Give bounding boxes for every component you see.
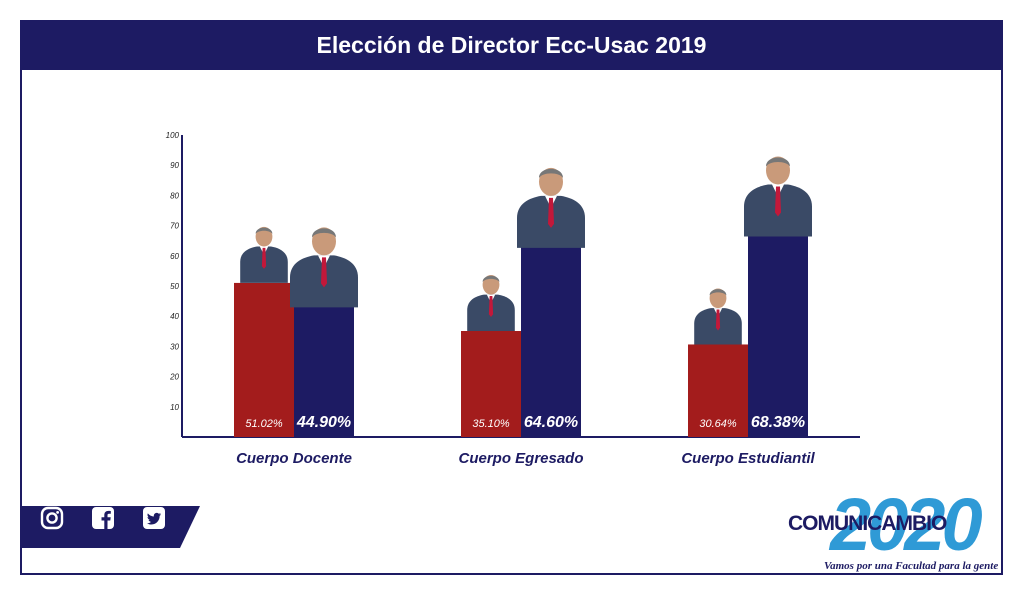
y-tick-label: 80 — [170, 191, 179, 200]
y-tick-label: 40 — [170, 312, 179, 321]
bar — [521, 241, 581, 437]
brand-name-part2: CAMBIO — [867, 512, 947, 535]
y-tick-label: 30 — [170, 342, 179, 351]
brand-slogan: Vamos por una Facultad para la gente — [824, 560, 999, 572]
y-tick-label: 100 — [166, 131, 180, 140]
brand-logo: 2020 COMUNICAMBIO Vamos por una Facultad… — [786, 483, 1006, 583]
y-tick-label: 50 — [170, 282, 179, 291]
x-tick-label: Cuerpo Docente — [236, 450, 352, 467]
chart-frame — [20, 20, 1003, 575]
bar — [234, 282, 294, 437]
data-label: 64.60% — [524, 414, 578, 431]
x-tick-label: Cuerpo Egresado — [458, 450, 583, 467]
bar — [748, 230, 808, 437]
brand-name-part1: COMUNI — [788, 512, 868, 535]
brand-year: 2020 — [830, 483, 983, 566]
data-label: 51.02% — [245, 418, 283, 430]
y-tick-label: 20 — [169, 373, 179, 382]
y-tick-label: 60 — [170, 252, 179, 261]
instagram-icon[interactable] — [40, 506, 64, 530]
candidate-photo-navy — [517, 167, 585, 248]
bar — [294, 301, 354, 437]
data-label: 35.10% — [472, 418, 510, 430]
candidate-photo-navy — [290, 227, 358, 308]
y-tick-label: 90 — [170, 161, 179, 170]
x-tick-label: Cuerpo Estudiantil — [681, 450, 815, 467]
candidate-photo-red — [467, 274, 515, 331]
social-bar — [20, 506, 200, 548]
bar — [688, 344, 748, 437]
chart-title: Elección de Director Ecc-Usac 2019 — [20, 20, 1003, 70]
y-tick-label: 10 — [170, 403, 179, 412]
bar — [461, 330, 521, 437]
twitter-icon[interactable] — [142, 506, 166, 530]
facebook-icon[interactable] — [91, 506, 115, 530]
candidate-photo-red — [240, 226, 288, 283]
candidate-photo-red — [694, 288, 742, 345]
data-label: 44.90% — [296, 414, 351, 431]
data-label: 68.38% — [751, 414, 805, 431]
brand-name: COMUNICAMBIO — [788, 512, 947, 536]
candidate-photo-navy — [744, 156, 812, 237]
y-tick-label: 70 — [170, 222, 179, 231]
data-label: 30.64% — [699, 418, 737, 430]
